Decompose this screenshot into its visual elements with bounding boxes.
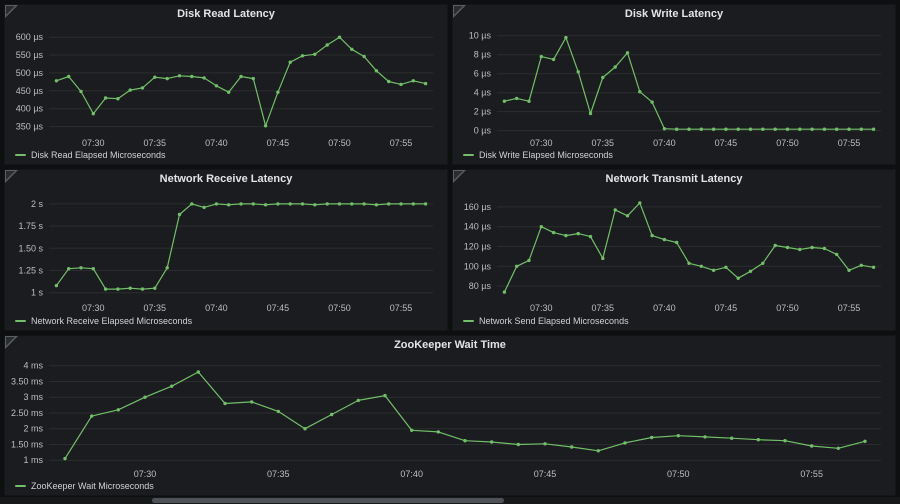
svg-text:350 µs: 350 µs xyxy=(16,122,44,132)
svg-text:07:40: 07:40 xyxy=(205,138,228,148)
svg-text:100 µs: 100 µs xyxy=(464,262,492,272)
panel-corner-icon[interactable] xyxy=(453,170,466,184)
svg-text:2 ms: 2 ms xyxy=(23,423,43,433)
svg-text:3 ms: 3 ms xyxy=(23,392,43,402)
svg-text:2 µs: 2 µs xyxy=(474,107,492,117)
svg-text:07:45: 07:45 xyxy=(715,138,738,148)
svg-text:07:35: 07:35 xyxy=(592,138,615,148)
panel-corner-icon[interactable] xyxy=(5,170,18,184)
panel-title-zookeeper-wait-time[interactable]: ZooKeeper Wait Time xyxy=(394,338,506,351)
svg-text:07:40: 07:40 xyxy=(653,303,676,313)
svg-text:1.50 ms: 1.50 ms xyxy=(11,439,44,449)
svg-text:120 µs: 120 µs xyxy=(464,242,492,252)
legend-label: Disk Write Elapsed Microseconds xyxy=(479,150,613,161)
series-color-dash-icon xyxy=(463,319,474,322)
svg-text:10 µs: 10 µs xyxy=(469,31,492,41)
svg-text:80 µs: 80 µs xyxy=(469,281,492,291)
legend-label: Disk Read Elapsed Microseconds xyxy=(31,150,166,161)
svg-text:07:30: 07:30 xyxy=(530,303,553,313)
svg-text:2.50 ms: 2.50 ms xyxy=(11,408,44,418)
svg-text:6 µs: 6 µs xyxy=(474,69,492,79)
svg-text:400 µs: 400 µs xyxy=(16,104,44,114)
svg-text:1.50 s: 1.50 s xyxy=(18,244,43,254)
svg-text:07:30: 07:30 xyxy=(82,303,105,313)
svg-text:07:45: 07:45 xyxy=(534,469,557,479)
svg-text:07:55: 07:55 xyxy=(838,303,861,313)
legend-label: ZooKeeper Wait Microseconds xyxy=(31,480,154,491)
panel-corner-icon[interactable] xyxy=(5,5,18,18)
legend-label: Network Receive Elapsed Microseconds xyxy=(31,315,193,326)
legend-disk-read[interactable]: Disk Read Elapsed Microseconds xyxy=(5,149,447,164)
legend-zookeeper-wait[interactable]: ZooKeeper Wait Microseconds xyxy=(5,480,895,495)
chart-network-transmit-latency[interactable]: 80 µs 100 µs 120 µs 140 µs 160 µs 07:30 07:35 0… xyxy=(453,189,895,314)
legend-network-send[interactable]: Network Send Elapsed Microseconds xyxy=(453,315,895,330)
panel-disk-write-latency: Disk Write Latency 0 µs 2 µs 4 µs 6 µs 8 µs 1… xyxy=(452,4,896,166)
svg-text:07:40: 07:40 xyxy=(205,303,228,313)
legend-network-receive[interactable]: Network Receive Elapsed Microseconds xyxy=(5,315,447,330)
panel-network-transmit-latency: Network Transmit Latency 80 µs 100 µs 120 … xyxy=(452,169,896,331)
series-color-dash-icon xyxy=(15,154,26,157)
series-color-dash-icon xyxy=(15,319,26,322)
panel-title-disk-write-latency[interactable]: Disk Write Latency xyxy=(624,8,724,20)
svg-text:07:50: 07:50 xyxy=(328,138,351,148)
svg-text:2 s: 2 s xyxy=(31,199,44,209)
series-color-dash-icon xyxy=(463,154,474,157)
chart-zookeeper-wait-time[interactable]: 1 ms 1.50 ms 2 ms 2.50 ms 3 ms 3.50 ms 4 ms 07:… xyxy=(5,355,895,480)
chart-disk-read-latency[interactable]: 350 µs 400 µs 450 µs 500 µs 550 µs 600 µs 07:3… xyxy=(5,24,447,149)
svg-text:07:30: 07:30 xyxy=(134,469,157,479)
svg-text:07:35: 07:35 xyxy=(144,138,167,148)
svg-text:160 µs: 160 µs xyxy=(464,202,492,212)
svg-text:07:55: 07:55 xyxy=(838,138,861,148)
svg-text:07:55: 07:55 xyxy=(800,469,823,479)
panel-title-network-receive-latency[interactable]: Network Receive Latency xyxy=(159,173,293,186)
panel-corner-icon[interactable] xyxy=(5,335,18,349)
svg-text:07:55: 07:55 xyxy=(390,303,413,313)
svg-text:3.50 ms: 3.50 ms xyxy=(11,376,44,386)
svg-text:07:45: 07:45 xyxy=(267,138,290,148)
svg-text:07:30: 07:30 xyxy=(530,138,553,148)
svg-text:07:55: 07:55 xyxy=(390,138,413,148)
svg-text:07:50: 07:50 xyxy=(776,303,799,313)
svg-text:550 µs: 550 µs xyxy=(16,50,44,60)
svg-text:1 s: 1 s xyxy=(31,288,44,298)
svg-text:0 µs: 0 µs xyxy=(474,126,492,136)
svg-text:07:30: 07:30 xyxy=(82,138,105,148)
panel-zookeeper-wait-time: ZooKeeper Wait Time 1 ms 1.50 ms 2 ms 2.50 … xyxy=(4,334,896,496)
svg-text:07:35: 07:35 xyxy=(592,303,615,313)
svg-text:1 ms: 1 ms xyxy=(23,455,43,465)
svg-text:07:35: 07:35 xyxy=(267,469,290,479)
panel-title-disk-read-latency[interactable]: Disk Read Latency xyxy=(177,8,275,20)
svg-text:450 µs: 450 µs xyxy=(16,86,44,96)
svg-text:140 µs: 140 µs xyxy=(464,222,492,232)
svg-text:07:45: 07:45 xyxy=(715,303,738,313)
scrollbar-thumb[interactable] xyxy=(152,498,504,503)
svg-text:07:50: 07:50 xyxy=(667,469,690,479)
svg-text:07:35: 07:35 xyxy=(144,303,167,313)
panel-disk-read-latency: Disk Read Latency 350 µs 400 µs 450 µs 500 … xyxy=(4,4,448,166)
legend-label: Network Send Elapsed Microseconds xyxy=(479,315,629,326)
svg-text:4 µs: 4 µs xyxy=(474,88,492,98)
svg-text:07:50: 07:50 xyxy=(328,303,351,313)
panel-title-network-transmit-latency[interactable]: Network Transmit Latency xyxy=(605,173,743,186)
legend-disk-write[interactable]: Disk Write Elapsed Microseconds xyxy=(453,149,895,164)
svg-text:07:45: 07:45 xyxy=(267,303,290,313)
chart-disk-write-latency[interactable]: 0 µs 2 µs 4 µs 6 µs 8 µs 10 µs 07:30 07:35 07:40… xyxy=(453,24,895,149)
svg-text:1.75 s: 1.75 s xyxy=(18,221,43,231)
svg-text:07:40: 07:40 xyxy=(400,469,423,479)
chart-network-receive-latency[interactable]: 1 s 1.25 s 1.50 s 1.75 s 2 s 07:30 07:35 07:40 0… xyxy=(5,189,447,314)
svg-text:07:40: 07:40 xyxy=(653,138,676,148)
series-color-dash-icon xyxy=(15,484,26,487)
svg-text:8 µs: 8 µs xyxy=(474,50,492,60)
horizontal-scrollbar[interactable] xyxy=(0,497,900,504)
svg-text:07:50: 07:50 xyxy=(776,138,799,148)
svg-text:4 ms: 4 ms xyxy=(23,360,43,370)
svg-text:1.25 s: 1.25 s xyxy=(18,266,43,276)
svg-text:500 µs: 500 µs xyxy=(16,68,44,78)
panel-corner-icon[interactable] xyxy=(453,5,466,18)
svg-text:600 µs: 600 µs xyxy=(16,32,44,42)
